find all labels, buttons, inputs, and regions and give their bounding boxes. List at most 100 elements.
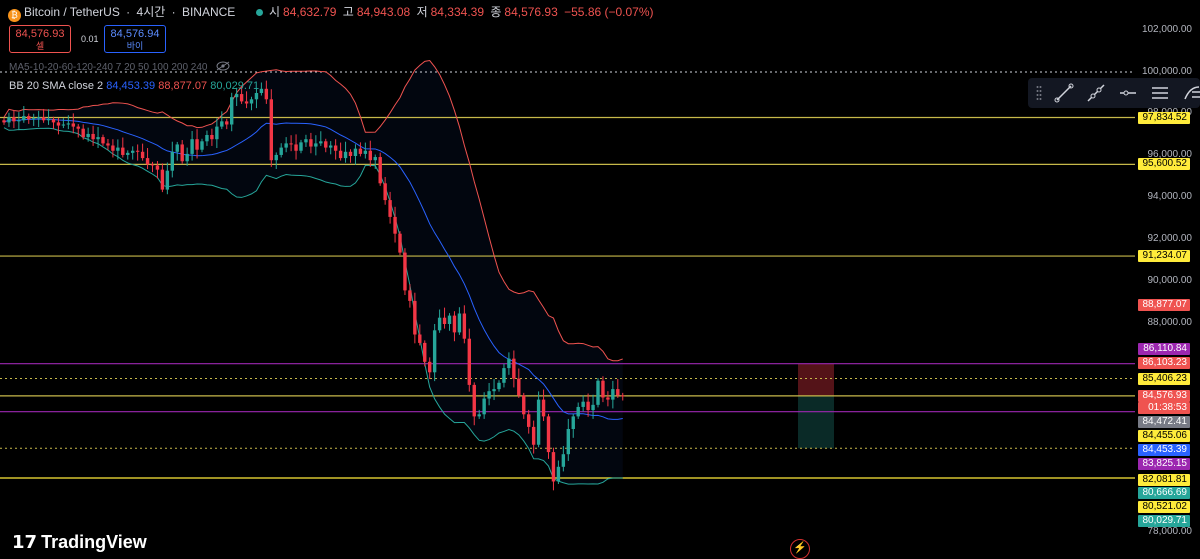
- candle-body: [195, 139, 199, 150]
- position-target-zone: [798, 395, 834, 449]
- candle-body: [383, 183, 387, 201]
- candle-body: [254, 93, 259, 100]
- price-label: 88,877.07: [1138, 299, 1190, 311]
- candle-body: [51, 119, 56, 123]
- candle-body: [294, 144, 298, 151]
- candle-body: [437, 317, 442, 331]
- symbol-name[interactable]: Bitcoin / TetherUS: [24, 5, 120, 19]
- buy-button[interactable]: 84,576.94 바이: [104, 25, 166, 53]
- candle-body: [517, 378, 521, 396]
- open-value: 84,632.79: [283, 5, 337, 19]
- candle-body: [91, 133, 95, 140]
- grip-icon[interactable]: [1036, 85, 1042, 101]
- candle-body: [225, 121, 229, 125]
- price-label: 80,521.02: [1138, 501, 1190, 513]
- candle-body: [606, 397, 610, 400]
- tradingview-logo[interactable]: 𝟭𝟳 TradingView: [12, 532, 147, 553]
- ray-icon[interactable]: [1086, 82, 1106, 104]
- candle-body: [86, 133, 90, 138]
- fib-icon[interactable]: [1182, 82, 1200, 104]
- candle-body: [432, 330, 437, 373]
- lines-icon[interactable]: [1150, 82, 1170, 104]
- price-label: 95,600.52: [1138, 158, 1190, 170]
- ma-indicator-legend[interactable]: MA5-10-20-60-120-240 7 20 50 100 200 240: [9, 61, 230, 73]
- candle-body: [215, 126, 219, 140]
- candle-body: [467, 338, 471, 385]
- candle-body: [289, 143, 293, 145]
- price-label: 80,029.71: [1138, 515, 1190, 527]
- drawing-toolbar: [1028, 78, 1200, 108]
- candle-body: [556, 466, 561, 482]
- candle-body: [309, 139, 313, 147]
- candle-body: [304, 139, 308, 143]
- axis-tick: 90,000.00: [1147, 275, 1193, 286]
- interval[interactable]: 4시간: [136, 5, 166, 19]
- candle-body: [462, 313, 467, 339]
- candle-body: [571, 416, 575, 429]
- candle-body: [363, 150, 368, 154]
- price-label: 82,081.81: [1138, 474, 1190, 486]
- candle-body: [522, 395, 526, 415]
- candle-body: [180, 144, 184, 162]
- candle-body: [561, 454, 566, 467]
- candle-body: [135, 150, 140, 152]
- candle-body: [348, 151, 353, 156]
- horizontal-ray-icon[interactable]: [1118, 82, 1138, 104]
- candle-body: [393, 216, 397, 234]
- candle-body: [621, 395, 625, 397]
- axis-tick: 88,000.00: [1147, 317, 1193, 328]
- sell-button[interactable]: 84,576.93 셀: [9, 25, 71, 53]
- candle-body: [230, 97, 234, 125]
- candle-body: [398, 233, 402, 253]
- candle-body: [423, 342, 427, 362]
- candle-body: [333, 145, 338, 151]
- candle-body: [165, 170, 170, 190]
- candle-body: [61, 124, 66, 126]
- close-value: 84,576.93: [504, 5, 558, 19]
- candle-body: [428, 361, 432, 373]
- bb-upper-value: 88,877.07: [158, 80, 208, 92]
- candle-body: [210, 135, 214, 140]
- candle-body: [576, 406, 580, 417]
- candle-body: [249, 99, 254, 104]
- candle-body: [200, 141, 204, 150]
- bitcoin-icon: ₿: [8, 9, 21, 22]
- axis-tick: 94,000.00: [1147, 191, 1193, 202]
- candle-body: [66, 123, 71, 125]
- candle-body: [46, 119, 51, 121]
- flash-icon[interactable]: ⚡: [790, 539, 810, 559]
- candle-body: [279, 147, 283, 155]
- candle-body: [259, 88, 264, 93]
- candle-body: [175, 144, 179, 152]
- candle-body: [36, 117, 41, 119]
- bb-lower-line: [3, 127, 623, 485]
- candle-body: [388, 200, 392, 217]
- candle-body: [487, 391, 491, 399]
- candle-body: [2, 120, 6, 123]
- axis-tick: 92,000.00: [1147, 233, 1193, 244]
- trendline-icon[interactable]: [1054, 82, 1074, 104]
- candle-body: [353, 148, 358, 156]
- candle-body: [591, 404, 595, 411]
- candle-body: [581, 401, 585, 407]
- candle-body: [319, 141, 323, 144]
- candle-body: [314, 143, 318, 147]
- candle-body: [408, 290, 412, 301]
- bb-upper-line: [3, 59, 623, 362]
- high-value: 84,943.08: [356, 5, 411, 19]
- price-label: 84,472.41: [1138, 416, 1190, 428]
- candle-body: [140, 151, 145, 159]
- candle-body: [220, 121, 224, 127]
- eye-off-icon[interactable]: [216, 61, 230, 71]
- candle-body: [269, 99, 273, 161]
- price-label: 84,455.06: [1138, 430, 1190, 442]
- change-value: −55.86 (−0.07%): [564, 5, 654, 19]
- candle-body: [527, 414, 531, 427]
- candle-body: [368, 150, 372, 161]
- candle-body: [170, 151, 174, 171]
- candle-body: [160, 169, 165, 190]
- exchange: BINANCE: [181, 5, 236, 19]
- symbol-header: ₿ Bitcoin / TetherUS · 4시간 · BINANCE 시 84,…: [8, 3, 657, 22]
- bb-indicator-legend[interactable]: BB 20 SMA close 2 84,453.39 88,877.07 80…: [9, 80, 260, 92]
